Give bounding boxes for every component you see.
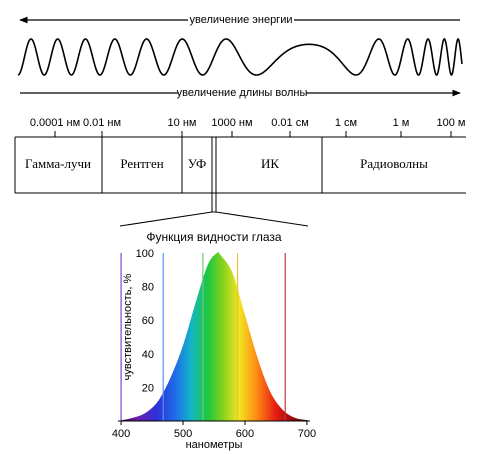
wave-illustration [17, 37, 463, 76]
band-ir: ИК [261, 156, 279, 171]
chart-title: Функция видности глаза [146, 230, 281, 244]
band-table: Гамма-лучи Рентген УФ ИК Радиоволны [14, 137, 466, 194]
wavelength-arrow: увеличение длины волны [20, 85, 461, 99]
x-tick-label: 600 [236, 428, 254, 440]
x-tick-label: 400 [112, 428, 130, 440]
band-uv: УФ [188, 156, 207, 171]
y-tick-label: 100 [136, 248, 154, 260]
sensitivity-area [118, 251, 310, 421]
scale-tick-label: 0.01 см [271, 117, 309, 129]
energy-arrow-label: увеличение энергии [189, 14, 292, 26]
band-xray: Рентген [120, 156, 163, 171]
scale-tick-label: 1000 нм [211, 117, 252, 129]
energy-arrow: увеличение энергии [19, 12, 460, 26]
luminosity-chart: 400 500 600 700 20 40 60 80 100 [112, 248, 316, 440]
scale-tick-label: 100 м [437, 117, 466, 129]
wavelength-scale: 0.0001 нм 0.01 нм 10 нм 1000 нм 0.01 см 1 см 1… [15, 117, 466, 138]
band-radio: Радиоволны [360, 156, 428, 171]
wavelength-arrow-label: увеличение длины волны [177, 87, 308, 99]
y-tick-label: 80 [142, 282, 154, 294]
x-tick-label: 700 [298, 428, 316, 440]
y-tick-label: 20 [142, 382, 154, 394]
y-axis-label: чувствительность, % [122, 273, 134, 380]
scale-tick-label: 1 см [335, 117, 357, 129]
x-tick-label: 500 [174, 428, 192, 440]
y-tick-label: 60 [142, 315, 154, 327]
band-gamma: Гамма-лучи [25, 156, 91, 171]
scale-tick-label: 0.0001 нм [30, 117, 80, 129]
scale-tick-label: 1 м [393, 117, 410, 129]
scale-tick-label: 0.01 нм [83, 117, 121, 129]
y-tick-label: 40 [142, 349, 154, 361]
scale-tick-label: 10 нм [168, 117, 197, 129]
x-axis-label: нанометры [186, 439, 243, 451]
visible-light-zoom-connector [119, 193, 309, 227]
